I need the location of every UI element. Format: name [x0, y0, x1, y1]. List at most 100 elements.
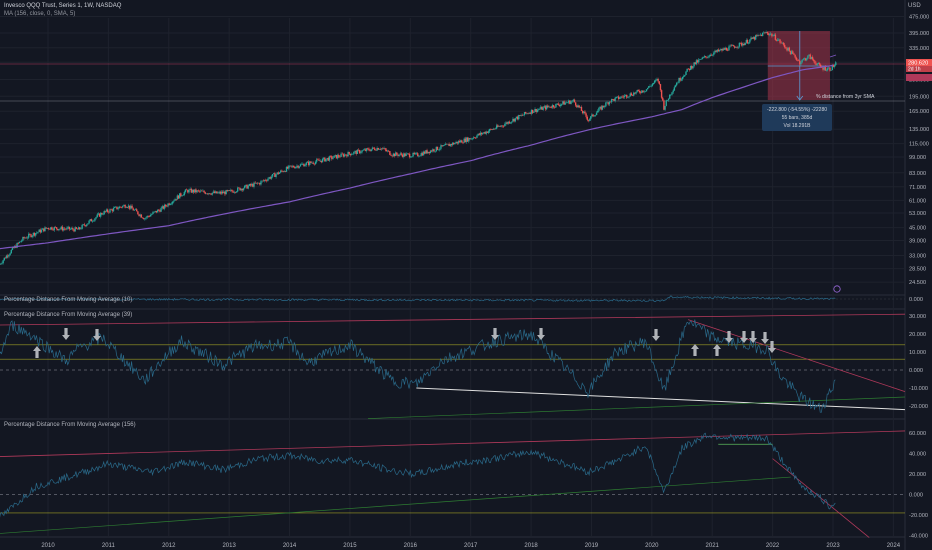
candle-body — [385, 149, 388, 152]
candle-body — [382, 148, 384, 149]
candle-body — [639, 92, 642, 94]
candle-body — [564, 102, 566, 105]
arrow-shaft — [64, 328, 68, 335]
pma156-tick: -40.000 — [909, 534, 928, 540]
candle-body — [543, 106, 546, 108]
candle-body — [196, 190, 198, 193]
candle-body — [245, 184, 247, 186]
candle-body — [788, 47, 791, 51]
candle-body — [486, 131, 489, 133]
candle-body — [257, 182, 260, 184]
candle-body — [420, 153, 422, 156]
candle-body — [53, 227, 55, 231]
candle-body — [363, 149, 366, 151]
candle-body — [23, 237, 25, 239]
candle-body — [520, 114, 522, 116]
y-tick-label: 335.000 — [909, 46, 929, 52]
pma39-tick: -20.000 — [909, 404, 928, 410]
candle-body — [494, 128, 497, 130]
arrow-shaft — [763, 332, 767, 339]
candle-body — [581, 110, 584, 114]
arrow-head — [33, 346, 41, 351]
candle-body — [540, 106, 542, 110]
candle-body — [8, 254, 10, 257]
candle-body — [203, 190, 205, 193]
candle-body — [606, 102, 608, 104]
candle-body — [771, 33, 773, 37]
candle-body — [506, 122, 508, 124]
candle-body — [716, 49, 719, 52]
candle-body — [429, 150, 432, 154]
candle-body — [793, 53, 795, 55]
candle-body — [656, 78, 658, 81]
candle-body — [77, 227, 80, 230]
candle-body — [188, 189, 190, 193]
candle-body — [94, 218, 96, 221]
candle-body — [424, 151, 426, 154]
pane-title-pma39: Percentage Distance From Moving Average … — [4, 312, 133, 318]
candle-body — [630, 93, 633, 96]
measure-tooltip-line: Vol 18.291B — [784, 123, 812, 129]
pma39-line — [0, 319, 836, 413]
candle-body — [70, 228, 73, 229]
candle-body — [571, 100, 573, 102]
candle-body — [566, 102, 569, 104]
candle-body — [277, 172, 280, 174]
candle-body — [757, 34, 759, 36]
candle-body — [455, 141, 457, 144]
candle-body — [284, 171, 287, 172]
up-arrow — [691, 344, 699, 356]
candle-body — [360, 152, 362, 154]
candle-body — [475, 137, 477, 139]
candle-body — [47, 227, 50, 229]
candle-body — [253, 182, 255, 187]
candle-body — [289, 165, 291, 167]
down-arrow — [725, 331, 733, 343]
candle-body — [514, 118, 516, 122]
candle-body — [320, 160, 323, 163]
candle-body — [535, 108, 537, 112]
candle-body — [413, 152, 415, 155]
candle-body — [189, 188, 191, 190]
candle-body — [485, 131, 487, 134]
y-tick-label: 61.000 — [909, 198, 926, 204]
arrow-head — [537, 335, 545, 340]
candle-body — [718, 50, 721, 52]
candle-body — [69, 228, 72, 230]
candle-body — [591, 114, 593, 117]
candle-body — [119, 206, 122, 208]
candle-body — [463, 138, 465, 143]
candle-body — [706, 56, 708, 58]
candle-body — [216, 191, 218, 194]
pma39-tick: 30.000 — [909, 314, 926, 320]
candle-body — [573, 99, 576, 103]
candle-body — [270, 176, 273, 179]
candle-body — [362, 150, 364, 151]
candle-body — [29, 233, 31, 235]
candle-body — [410, 157, 412, 158]
x-tick-label: 2018 — [524, 543, 538, 549]
candle-body — [122, 205, 124, 208]
candle-body — [824, 66, 827, 71]
candle-body — [738, 42, 741, 47]
candle-body — [104, 211, 107, 212]
candle-body — [480, 132, 483, 135]
candle-body — [814, 60, 816, 64]
candle-body — [106, 209, 109, 212]
candle-body — [311, 162, 313, 164]
candle-body — [38, 229, 40, 233]
candle-body — [91, 221, 94, 222]
candle-body — [592, 114, 594, 117]
x-tick-label: 2021 — [706, 543, 720, 549]
y-tick-label: 83.000 — [909, 171, 926, 177]
pma156-tick: -20.000 — [909, 513, 928, 519]
candle-body — [161, 206, 163, 209]
candle-body — [210, 194, 212, 195]
candle-body — [714, 50, 716, 53]
candle-body — [51, 227, 53, 230]
candle-body — [441, 145, 443, 147]
x-tick-label: 2017 — [464, 543, 478, 549]
candle-body — [299, 164, 302, 167]
candle-body — [191, 189, 194, 193]
candle-body — [446, 143, 448, 145]
